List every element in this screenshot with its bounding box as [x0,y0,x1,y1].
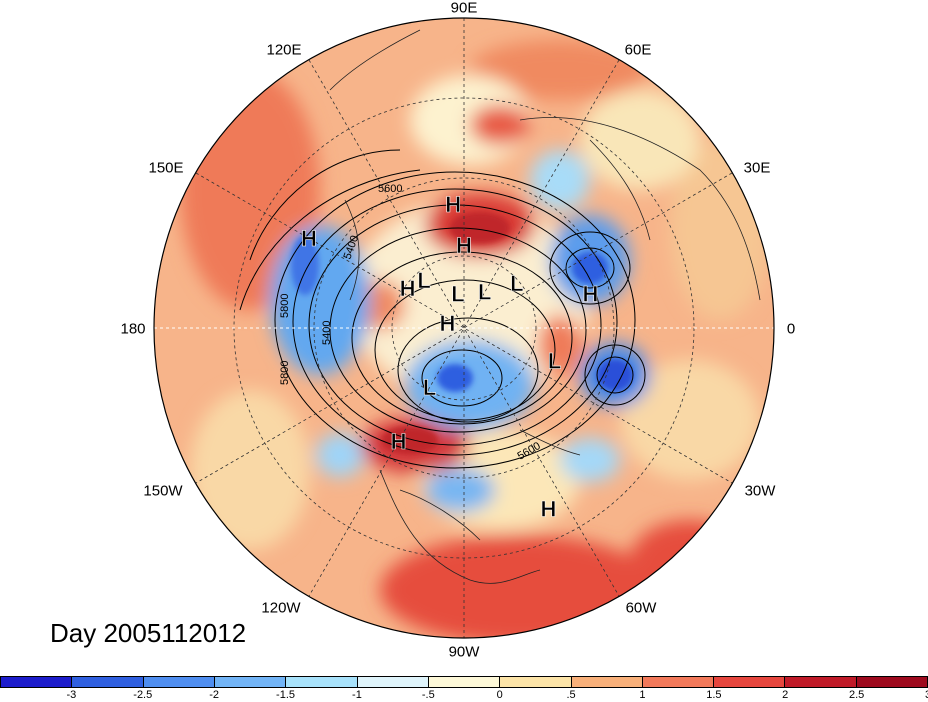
lat-lon-grid [154,18,774,638]
colorbar-tick-label: 0 [496,689,503,701]
high-pressure-marker: H [540,497,556,522]
colorbar-tick-label: -1.5 [276,689,296,701]
colorbar-tick-label: -.5 [421,689,435,701]
lon-label-30w: 30W [744,482,776,500]
low-pressure-marker: L [548,349,561,374]
colorbar-swatch [785,677,857,687]
colorbar-swatch [214,677,287,687]
colorbar-tick-label: 2 [782,689,789,701]
colorbar-swatch [714,677,786,687]
high-pressure-marker: H [391,429,407,454]
contour-label: 5800 [279,361,291,385]
lon-label-120e: 120E [266,41,302,59]
colorbar-swatch [500,677,572,687]
colorbar-swatch [143,677,215,687]
colorbar-swatch [856,677,928,687]
coastlines [329,29,761,584]
colorbar-tick-label: 1 [639,689,646,701]
colorbar-swatch [357,677,429,687]
high-pressure-marker: H [445,192,461,217]
low-pressure-marker: L [451,282,464,307]
colorbar-swatch [286,677,358,687]
colorbar-tick-label: 2.5 [848,689,865,701]
high-pressure-marker: H [439,311,455,336]
colorbar-swatch [1,677,73,687]
colorbar-swatch [571,677,643,687]
colorbar-tick-label: -2.5 [133,689,153,701]
contour-label: 5800 [279,294,291,318]
lon-label-90w: 90W [448,643,480,661]
colorbar-tick-label: 3 [925,689,928,701]
lon-label-150e: 150E [148,159,184,177]
colorbar-tick-label: 1.5 [706,689,722,701]
lon-label-120w: 120W [261,599,301,617]
lon-label-30e: 30E [743,159,771,177]
lon-label-180: 180 [120,320,146,338]
high-pressure-marker: H [301,226,317,251]
low-pressure-marker: L [423,375,436,400]
high-pressure-marker: H [456,233,472,258]
colorbar-tick-label: -2 [209,689,220,701]
lon-label-90e: 90E [450,0,478,17]
colorbar-tick-label: .5 [566,689,576,701]
day-label: Day 2005112012 [50,618,247,648]
colorbar-tick-label: -3 [66,689,77,701]
map-boundary [153,17,775,639]
height-contours [239,149,646,469]
colorbar-tick-label: -1 [352,689,362,701]
colorbar [0,676,928,688]
high-pressure-marker: H [400,276,416,301]
contour-label: 5400 [321,321,333,345]
colorbar-swatch [428,677,501,687]
colorbar-swatch [642,677,715,687]
lon-label-150w: 150W [143,482,183,500]
low-pressure-marker: L [417,268,430,293]
low-pressure-marker: L [478,280,491,305]
high-pressure-marker: H [582,282,598,307]
lon-label-0: 0 [786,320,796,338]
lon-label-60e: 60E [624,41,652,59]
low-pressure-marker: L [510,271,523,296]
contour-label: 5600 [378,183,402,195]
colorbar-swatch [72,677,144,687]
lon-label-60w: 60W [625,599,657,617]
